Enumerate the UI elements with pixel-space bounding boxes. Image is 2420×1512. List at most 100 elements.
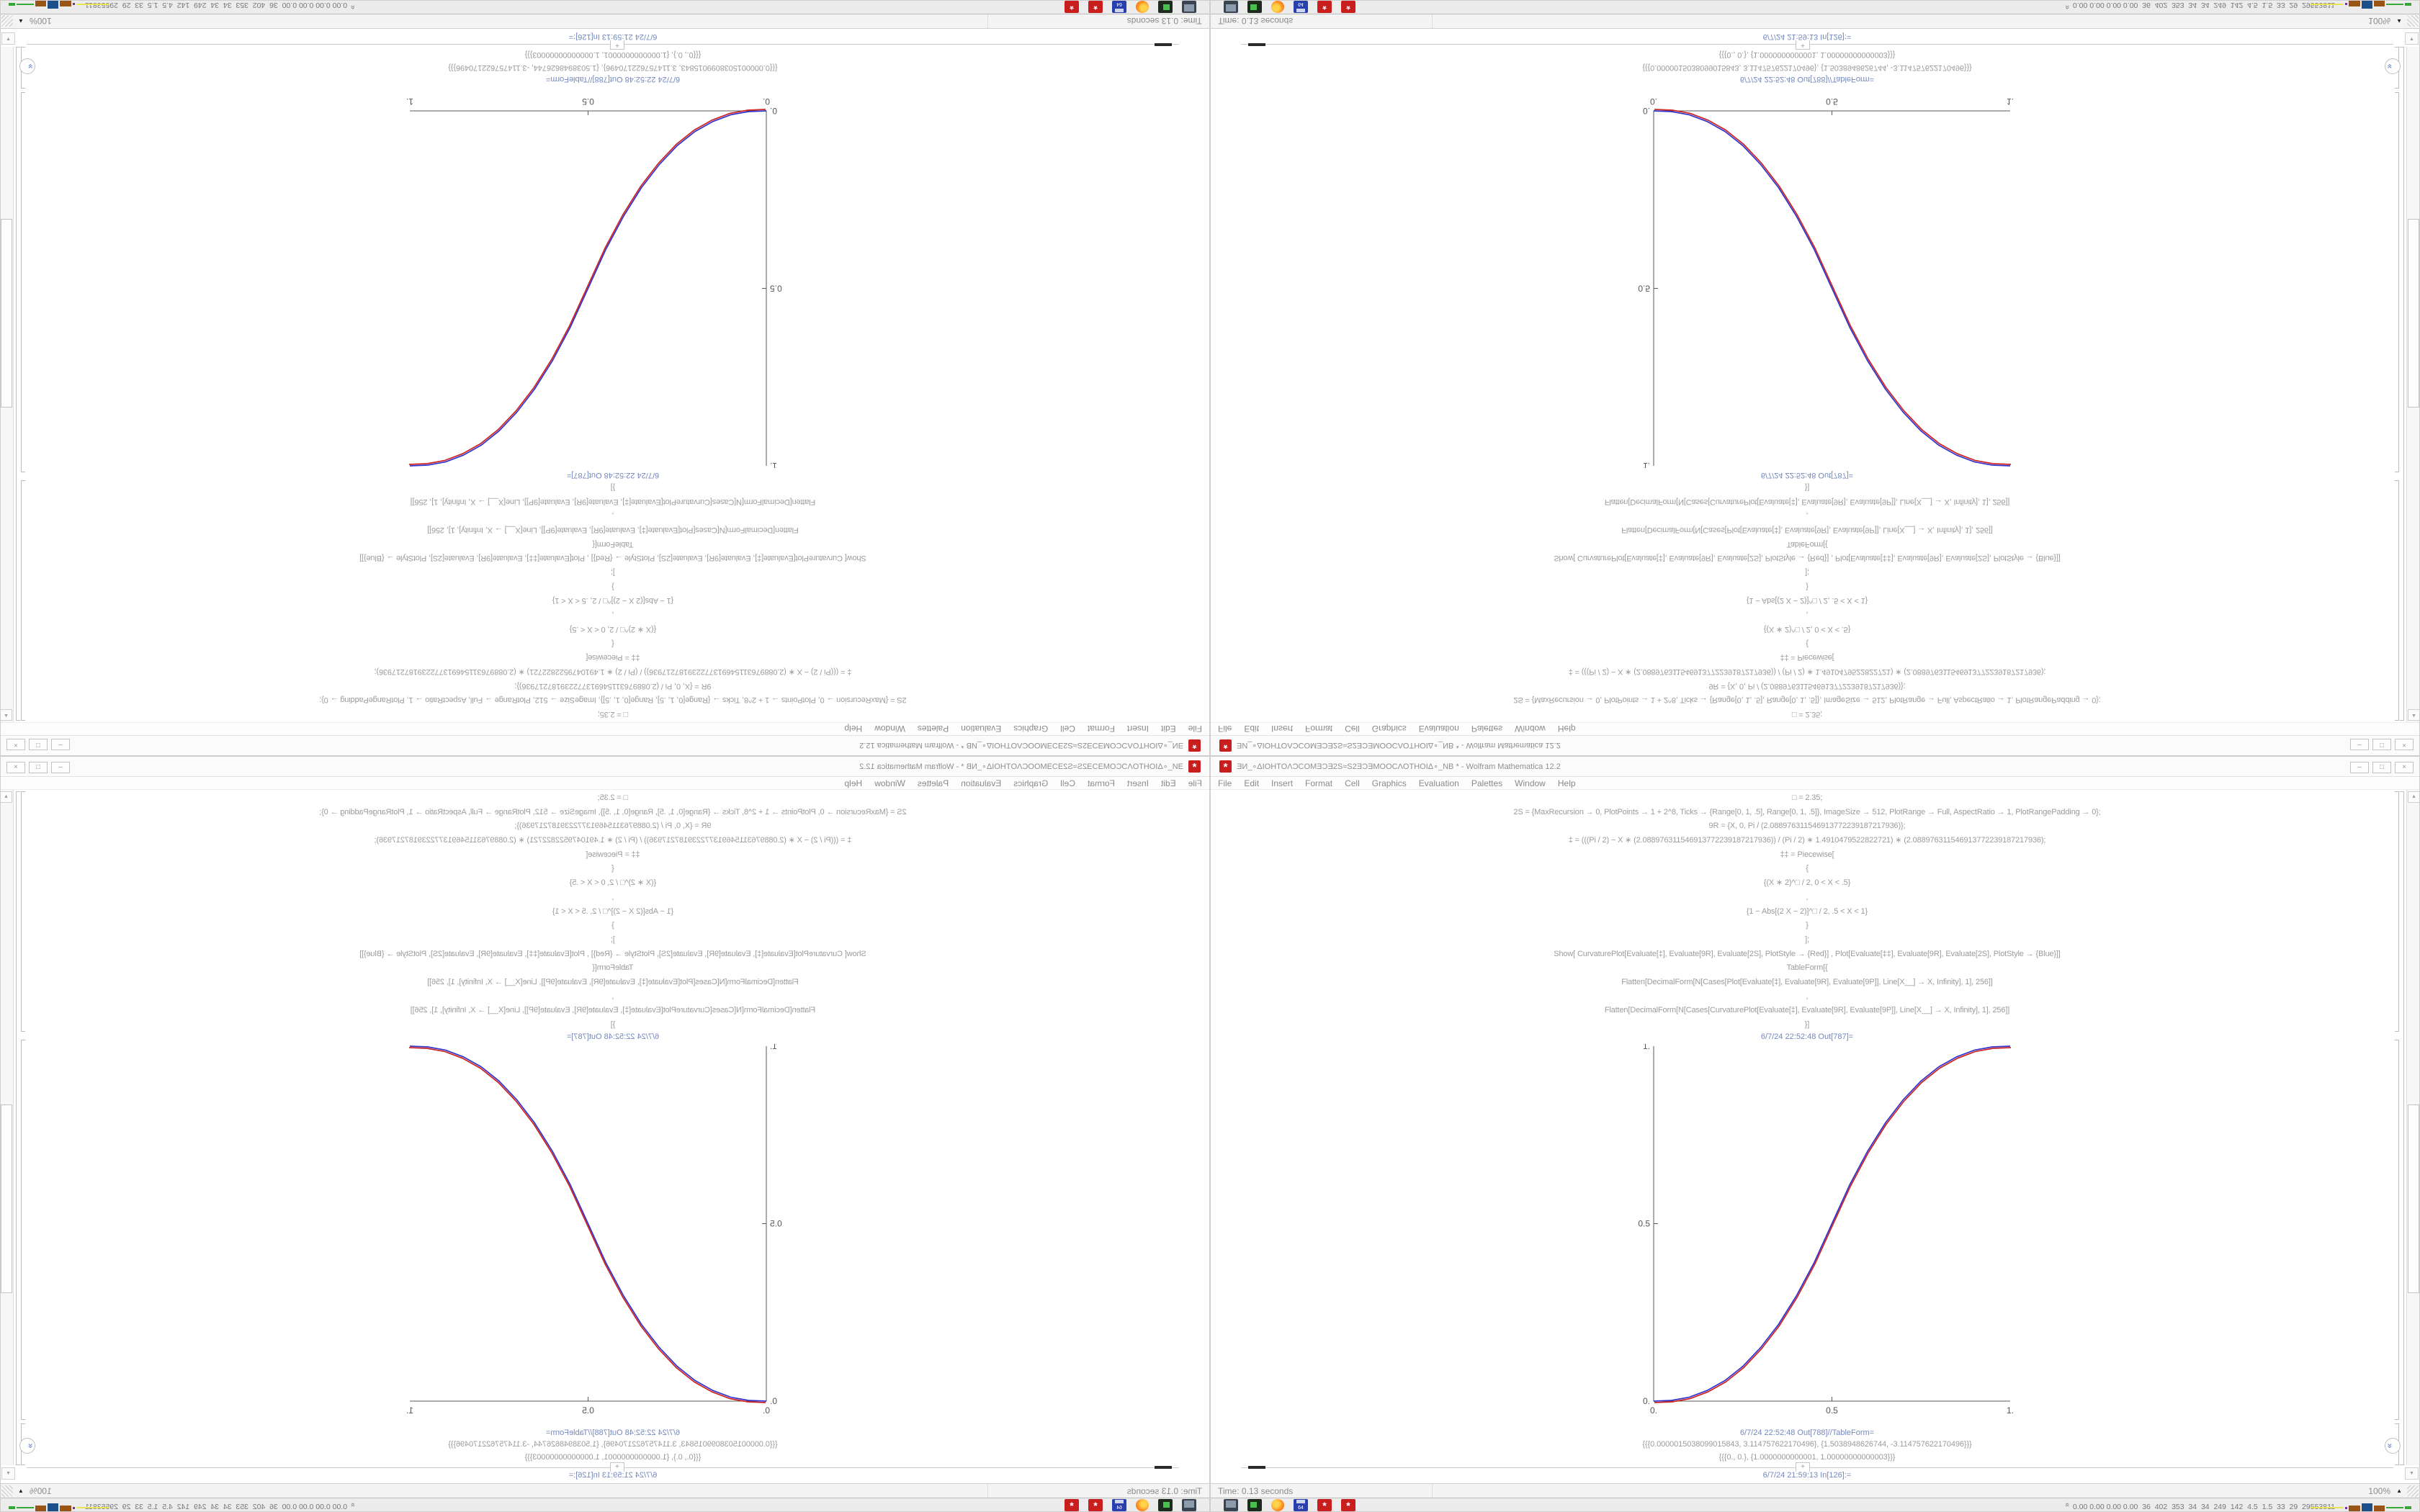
scrollbar-dropdown-icon[interactable]: ▼ bbox=[1, 32, 15, 45]
code-line-9[interactable]: {1 − Abs[(2 X − 2)]^□ / 2, .5 < X < 1} bbox=[552, 906, 674, 916]
cell-bracket-group[interactable] bbox=[16, 791, 20, 1465]
firefox-taskbar-icon[interactable] bbox=[1136, 1, 1149, 13]
package-app-taskbar-icon[interactable] bbox=[1158, 1499, 1173, 1511]
package-app-taskbar-icon[interactable] bbox=[1247, 1, 1262, 13]
scrollbar-up-arrow-icon[interactable]: ▲ bbox=[0, 791, 12, 803]
menu-evaluation[interactable]: Evaluation bbox=[961, 724, 1002, 734]
menu-cell[interactable]: Cell bbox=[1345, 778, 1360, 788]
window-titlebar[interactable]: * ƎИ_∘ΔIOHTOΛƆCOMƎƆƎ2S≈S2ƎƆƎMOOCΛOTHOIΔ∘… bbox=[1211, 735, 2419, 755]
code-line-1[interactable]: □ = 2.35; bbox=[1791, 793, 1823, 802]
close-button[interactable]: × bbox=[6, 762, 25, 773]
mathematica-1-taskbar-icon[interactable]: * bbox=[1088, 1, 1103, 13]
cell-bracket-out787[interactable] bbox=[21, 1040, 25, 1420]
maximize-button[interactable]: □ bbox=[2372, 739, 2391, 750]
scrollbar-dropdown-icon[interactable]: ▼ bbox=[2405, 1467, 2419, 1480]
code-line-10[interactable]: } bbox=[1806, 582, 1809, 591]
menu-insert[interactable]: Insert bbox=[1126, 724, 1149, 734]
code-line-14[interactable]: Flatten[DecimalForm[N[Cases[Plot[Evaluat… bbox=[1621, 526, 1993, 535]
code-line-9[interactable]: {1 − Abs[(2 X − 2)]^□ / 2, .5 < X < 1} bbox=[552, 596, 674, 606]
scrollbar-dropdown-icon[interactable]: ▼ bbox=[2405, 32, 2419, 45]
menu-cell[interactable]: Cell bbox=[1060, 724, 1075, 734]
code-line-2[interactable]: 2S = {MaxRecursion → 0, PlotPoints → 1 +… bbox=[319, 807, 907, 816]
menu-edit[interactable]: Edit bbox=[1160, 778, 1176, 788]
magnification-arrow-icon[interactable]: ▲ bbox=[18, 18, 24, 24]
code-line-9[interactable]: {1 − Abs[(2 X − 2)]^□ / 2, .5 < X < 1} bbox=[1746, 906, 1868, 916]
scrollbar-up-arrow-icon[interactable]: ▲ bbox=[0, 709, 12, 721]
floppy-64-taskbar-icon[interactable]: 64 bbox=[1294, 1, 1308, 13]
cell-bracket-group[interactable] bbox=[2400, 47, 2404, 721]
firefox-taskbar-icon[interactable] bbox=[1271, 1499, 1284, 1511]
code-line-1[interactable]: □ = 2.35; bbox=[597, 710, 629, 719]
menu-window[interactable]: Window bbox=[1515, 724, 1546, 734]
code-line-3[interactable]: 9R = {X, 0, Pi / (2.08897631154691377223… bbox=[1708, 681, 1906, 690]
menu-file[interactable]: File bbox=[1218, 724, 1232, 734]
cell-bracket-input[interactable] bbox=[2395, 480, 2399, 721]
menu-graphics[interactable]: Graphics bbox=[1371, 724, 1407, 734]
cell-insertion-bar[interactable] bbox=[27, 1467, 1179, 1468]
menu-insert[interactable]: Insert bbox=[1271, 724, 1294, 734]
cell-bracket-out787[interactable] bbox=[2395, 1040, 2399, 1420]
menu-format[interactable]: Format bbox=[1087, 724, 1115, 734]
code-line-4[interactable]: ‡ = (((Pi / 2) − X ∗ (2.0889763115469137… bbox=[374, 667, 852, 676]
code-line-12[interactable]: Show[ CurvaturePlot[Evaluate[‡], Evaluat… bbox=[359, 554, 866, 563]
cell-bracket-input[interactable] bbox=[2395, 791, 2399, 1032]
minimize-button[interactable]: – bbox=[2350, 762, 2369, 773]
code-line-11[interactable]: ]; bbox=[1805, 568, 1809, 577]
menu-window[interactable]: Window bbox=[874, 724, 905, 734]
cell-bracket-group[interactable] bbox=[2400, 791, 2404, 1465]
mathematica-1-taskbar-icon[interactable]: * bbox=[1317, 1499, 1332, 1511]
insert-cell-plus-button[interactable]: + bbox=[610, 40, 624, 50]
menu-file[interactable]: File bbox=[1188, 778, 1202, 788]
code-line-10[interactable]: } bbox=[611, 582, 614, 591]
scrollbar-up-arrow-icon[interactable]: ▲ bbox=[2408, 709, 2420, 721]
menu-insert[interactable]: Insert bbox=[1271, 778, 1294, 788]
menu-edit[interactable]: Edit bbox=[1160, 724, 1176, 734]
menu-help[interactable]: Help bbox=[844, 724, 863, 734]
code-line-4[interactable]: ‡ = (((Pi / 2) − X ∗ (2.0889763115469137… bbox=[1568, 836, 2046, 845]
code-line-7[interactable]: {(X ∗ 2)^□ / 2, 0 < X < .5} bbox=[569, 624, 657, 634]
code-line-4[interactable]: ‡ = (((Pi / 2) − X ∗ (2.0889763115469137… bbox=[1568, 667, 2046, 676]
code-line-17[interactable]: }] bbox=[610, 1020, 616, 1029]
mathematica-1-taskbar-icon[interactable]: * bbox=[1317, 1, 1332, 13]
scrollbar-thumb[interactable] bbox=[2408, 219, 2419, 408]
code-line-15[interactable]: , bbox=[611, 991, 614, 1001]
scroll-to-end-button[interactable]: » bbox=[2385, 58, 2401, 74]
close-button[interactable]: × bbox=[2395, 739, 2414, 750]
code-line-11[interactable]: ]; bbox=[611, 935, 615, 944]
window-resize-grip[interactable] bbox=[2407, 1485, 2419, 1497]
display-app-taskbar-icon[interactable] bbox=[1224, 1499, 1238, 1511]
cell-bracket-group[interactable] bbox=[16, 47, 20, 721]
menu-edit[interactable]: Edit bbox=[1244, 724, 1260, 734]
code-line-12[interactable]: Show[ CurvaturePlot[Evaluate[‡], Evaluat… bbox=[1554, 949, 2061, 958]
code-line-15[interactable]: , bbox=[1806, 511, 1809, 521]
menu-cell[interactable]: Cell bbox=[1060, 778, 1075, 788]
magnification-control[interactable]: 100% bbox=[2368, 1486, 2390, 1496]
code-line-6[interactable]: { bbox=[1806, 864, 1809, 873]
input-cell-code[interactable]: □ = 2.35; 2S = {MaxRecursion → 0, PlotPoi… bbox=[1211, 480, 2403, 721]
menu-graphics[interactable]: Graphics bbox=[1371, 778, 1407, 788]
magnification-arrow-icon[interactable]: ▲ bbox=[18, 1488, 24, 1494]
code-line-11[interactable]: ]; bbox=[611, 568, 615, 577]
firefox-taskbar-icon[interactable] bbox=[1271, 1, 1284, 13]
code-line-5[interactable]: ‡‡ = Piecewise[ bbox=[1780, 850, 1834, 859]
code-line-7[interactable]: {(X ∗ 2)^□ / 2, 0 < X < .5} bbox=[1763, 878, 1851, 888]
code-line-9[interactable]: {1 − Abs[(2 X − 2)]^□ / 2, .5 < X < 1} bbox=[1746, 596, 1868, 606]
notebook-content[interactable]: □ = 2.35; 2S = {MaxRecursion → 0, PlotPoi… bbox=[0, 29, 1209, 722]
menu-graphics[interactable]: Graphics bbox=[1013, 724, 1049, 734]
cell-insertion-bar[interactable] bbox=[27, 44, 1179, 45]
code-line-12[interactable]: Show[ CurvaturePlot[Evaluate[‡], Evaluat… bbox=[1554, 554, 2061, 563]
magnification-control[interactable]: 100% bbox=[30, 1486, 52, 1496]
code-line-12[interactable]: Show[ CurvaturePlot[Evaluate[‡], Evaluat… bbox=[359, 949, 866, 958]
code-line-13[interactable]: TableForm[{ bbox=[1786, 539, 1828, 549]
code-line-10[interactable]: } bbox=[611, 921, 614, 930]
code-line-14[interactable]: Flatten[DecimalForm[N[Cases[Plot[Evaluat… bbox=[427, 526, 799, 535]
tray-chevron-up-icon[interactable]: « bbox=[349, 6, 358, 10]
minimize-button[interactable]: – bbox=[51, 739, 70, 750]
code-line-6[interactable]: { bbox=[611, 639, 614, 648]
code-line-17[interactable]: }] bbox=[610, 483, 616, 492]
code-line-8[interactable]: , bbox=[1806, 611, 1809, 620]
window-resize-grip[interactable] bbox=[1, 1485, 13, 1497]
code-line-17[interactable]: }] bbox=[1804, 1020, 1810, 1029]
floppy-64-taskbar-icon[interactable]: 64 bbox=[1112, 1499, 1126, 1511]
code-line-5[interactable]: ‡‡ = Piecewise[ bbox=[586, 850, 640, 859]
